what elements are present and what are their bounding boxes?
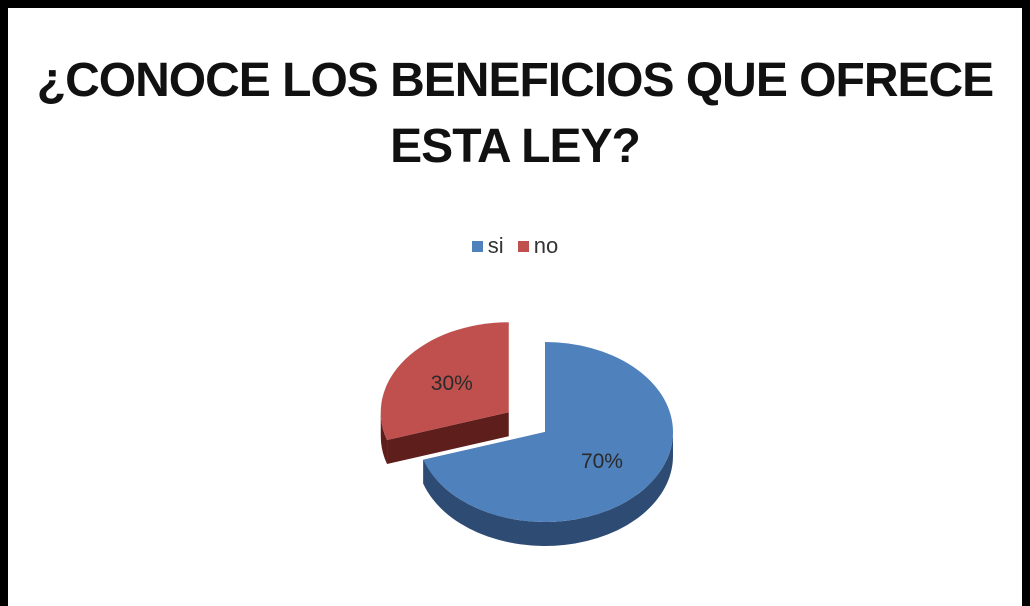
slice-label-si: 70% <box>581 450 623 473</box>
chart-legend: si no <box>0 232 1030 259</box>
legend-swatch-no <box>517 240 529 252</box>
legend-item-si: si <box>471 232 504 259</box>
chart-title-line-2: ESTA LEY? <box>390 120 641 173</box>
legend-item-no: no <box>517 232 559 259</box>
slice-si <box>423 342 674 522</box>
chart-title-line-1: ¿CONOCE LOS BENEFICIOS QUE OFRECE <box>36 54 994 107</box>
slice-no-cut-0 <box>387 412 509 465</box>
chart-title: ¿CONOCE LOS BENEFICIOS QUE OFRECE ESTA L… <box>0 48 1030 180</box>
slice-no-side <box>380 412 388 465</box>
legend-label-no: no <box>533 233 559 259</box>
pie-labels: 70% 30% <box>431 372 623 473</box>
pie-tops <box>380 322 674 522</box>
slice-si-side <box>423 432 673 546</box>
legend-swatch-si <box>471 240 483 252</box>
slice-no <box>380 322 509 441</box>
slice-label-no: 30% <box>431 372 473 395</box>
legend-label-si: si <box>487 233 504 259</box>
